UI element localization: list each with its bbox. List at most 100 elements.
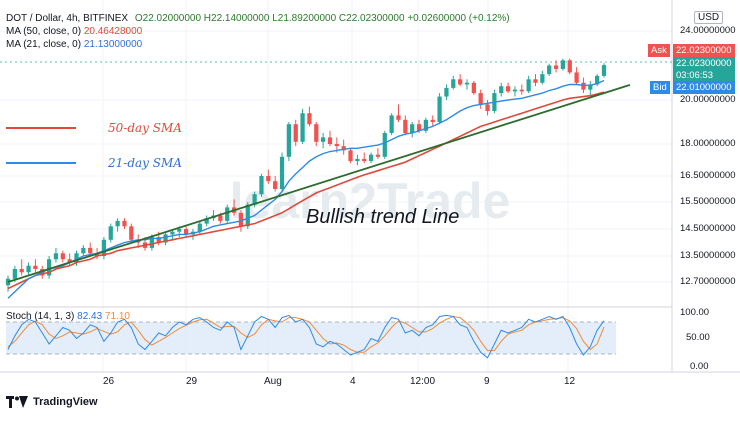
price-tick: 20.00000000	[680, 94, 736, 105]
price-tick: 14.50000000	[680, 223, 736, 234]
candle-body	[553, 65, 559, 69]
candle-body	[170, 231, 175, 235]
candle-body	[416, 124, 422, 131]
price-tick: 13.50000000	[680, 250, 736, 261]
candle-body	[403, 119, 408, 133]
stoch-band	[6, 322, 616, 354]
candle-body	[327, 137, 333, 144]
candle-body	[163, 234, 168, 243]
candle-body	[526, 79, 531, 92]
bar-countdown: 03:06:53	[676, 70, 713, 81]
candle-body	[177, 229, 182, 232]
candle-body	[574, 72, 579, 83]
legend-symbol-row: DOT / Dollar, 4h, BITFINEX O22.02000000 …	[6, 13, 510, 24]
candle-body	[238, 212, 244, 227]
ma21-value: 21.13000000	[83, 39, 143, 50]
candle-body	[122, 220, 127, 227]
last-price-value: 22.02300000	[676, 58, 732, 69]
annotation-sma50: 50-day SMA	[108, 121, 182, 135]
candle-body	[588, 84, 593, 90]
candle-body	[478, 93, 483, 105]
stoch-d-line	[7, 315, 605, 353]
candle-body	[101, 239, 107, 256]
candle-body	[273, 181, 278, 189]
symbol-title[interactable]: DOT / Dollar, 4h, BITFINEX	[6, 13, 129, 24]
ma21-line	[7, 79, 605, 299]
candle-body	[519, 89, 524, 92]
legend-stoch-row[interactable]: Stoch (14, 1, 3) 82.43 71.10	[6, 311, 130, 322]
candle-body	[423, 119, 429, 131]
candle-body	[225, 207, 230, 221]
price-tick: 15.50000000	[680, 196, 736, 207]
tradingview-brand[interactable]: TradingView	[6, 396, 98, 408]
candle-body	[286, 124, 291, 157]
candle-body	[567, 60, 572, 73]
trend-line-group	[7, 84, 631, 283]
candle-body	[266, 176, 271, 182]
candle-body	[252, 194, 257, 205]
candle-body	[430, 119, 435, 122]
candle-body	[547, 65, 552, 75]
ma50-line	[7, 91, 605, 290]
candle-body	[314, 124, 319, 142]
candle-body	[67, 259, 72, 263]
candle-body	[355, 158, 360, 162]
moving-averages	[7, 79, 605, 299]
candle-body	[108, 226, 113, 240]
candle-body	[300, 113, 305, 142]
candle-body	[485, 104, 490, 111]
candle-body	[259, 176, 264, 195]
candle-body	[464, 82, 470, 85]
ask-price: 22.02300000	[673, 44, 735, 57]
candle-body	[581, 82, 586, 90]
time-tick: 12:00	[410, 376, 436, 387]
brand-name: TradingView	[33, 396, 98, 408]
candle-body	[560, 60, 566, 69]
candle-body	[33, 265, 38, 269]
candle-body	[149, 237, 154, 248]
candle-body	[368, 154, 374, 162]
candle-body	[293, 124, 298, 142]
ma50-value: 20.46428000	[83, 26, 143, 37]
bid-tag: Bid	[650, 81, 670, 94]
tradingview-logo-icon	[6, 396, 28, 408]
stoch-label: Stoch (14, 1, 3)	[6, 311, 75, 322]
candle-body	[279, 156, 285, 189]
annotation-trend: Bullish trend Line	[306, 206, 459, 228]
currency-selector[interactable]: USD	[694, 11, 724, 24]
trend-line	[7, 84, 631, 283]
ma21-label: MA (21, close, 0)	[6, 39, 82, 50]
stoch-d-value: 71.10	[104, 311, 130, 322]
candle-body	[362, 158, 367, 162]
candle-body	[156, 237, 161, 243]
candle-body	[334, 144, 339, 147]
time-tick: 29	[186, 376, 198, 387]
price-tick: 12.70000000	[680, 276, 736, 287]
stoch-k-line	[7, 314, 605, 359]
candle-body	[321, 137, 326, 142]
candle-body	[60, 253, 65, 260]
bid-label: Bid	[653, 82, 667, 93]
candle-body	[451, 79, 456, 88]
candle-body	[12, 269, 17, 279]
candle-body	[396, 115, 401, 120]
candle-body	[46, 259, 52, 276]
candle-body	[505, 86, 511, 92]
candle-body	[533, 79, 538, 83]
candle-body	[444, 87, 449, 97]
candle-body	[88, 247, 93, 254]
time-tick: 4	[350, 376, 356, 387]
legend-ma50-row[interactable]: MA (50, close, 0) 20.46428000	[6, 26, 142, 37]
candle-body	[512, 89, 518, 92]
candle-body	[115, 220, 120, 227]
legend-ma21-row[interactable]: MA (21, close, 0) 21.13000000	[6, 39, 142, 50]
candle-body	[197, 223, 202, 232]
candle-body	[499, 86, 504, 94]
candle-body	[389, 115, 394, 133]
candle-body	[245, 204, 250, 227]
candle-body	[382, 133, 387, 157]
stoch-tick: 50.00	[686, 332, 710, 343]
price-tick: 16.50000000	[680, 170, 736, 181]
